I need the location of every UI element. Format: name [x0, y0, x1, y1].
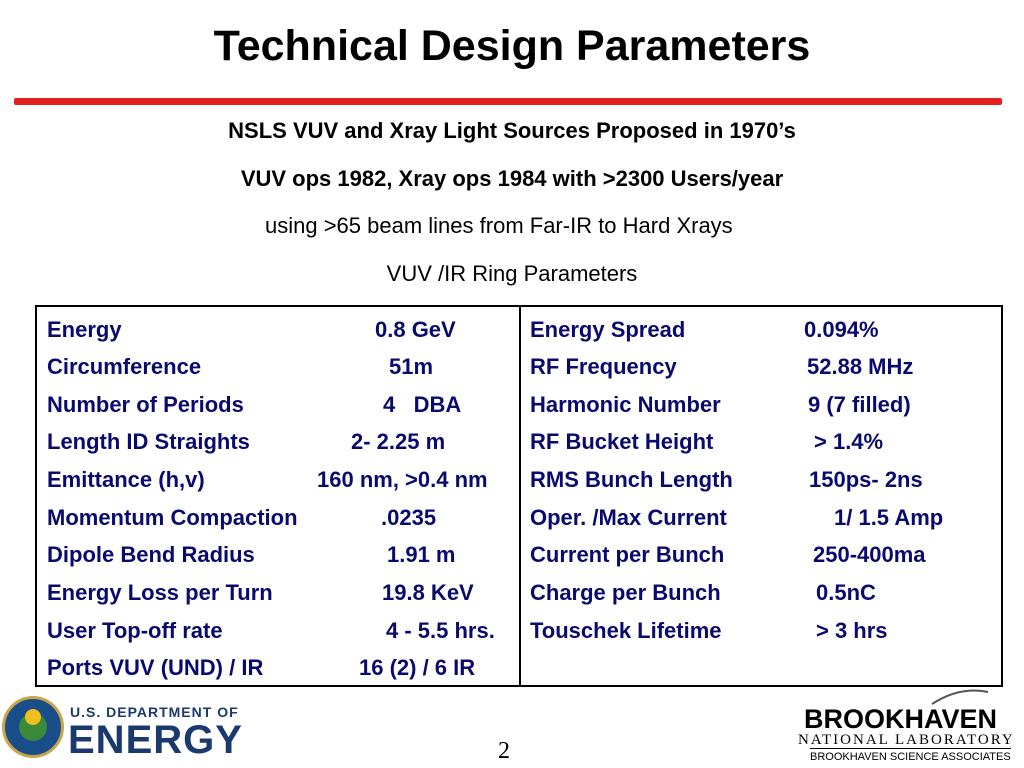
param-label: Number of Periods [47, 392, 244, 417]
param-label: Current per Bunch [530, 542, 725, 567]
param-row: User Top-off rate 4 - 5.5 hrs. [47, 618, 517, 650]
doe-logo-top-text: U.S. DEPARTMENT OF [70, 704, 239, 720]
title-divider [14, 98, 1002, 105]
param-row: Touschek Lifetime > 3 hrs [530, 618, 1000, 650]
param-value: > 3 hrs [816, 618, 888, 643]
page-number: 2 [498, 738, 510, 764]
param-label: RMS Bunch Length [530, 467, 733, 492]
param-label: Harmonic Number [530, 392, 721, 417]
param-row: RF Bucket Height > 1.4% [530, 429, 1000, 461]
param-row: Charge per Bunch 0.5nC [530, 580, 1000, 612]
param-label: RF Frequency [530, 354, 677, 379]
param-label: Circumference [47, 354, 202, 379]
param-value: 51m [389, 354, 434, 379]
bnl-logo-subtitle: NATIONAL LABORATORY [798, 732, 1015, 748]
param-label: Oper. /Max Current [530, 505, 727, 530]
param-row: Energy Spread 0.094% [530, 317, 1000, 349]
param-label: Dipole Bend Radius [47, 542, 255, 567]
param-value: 1.91 m [387, 542, 456, 567]
param-row: Emittance (h,v) 160 nm, >0.4 nm [47, 467, 517, 499]
param-value: 16 (2) / 6 IR [359, 655, 476, 680]
param-row: Circumference 51m [47, 354, 517, 386]
param-label: Emittance (h,v) [47, 467, 205, 492]
param-value: 4 DBA [383, 392, 462, 417]
param-value: 0.5nC [816, 580, 876, 605]
param-row: Harmonic Number 9 (7 filled) [530, 392, 1000, 424]
param-value: 0.094% [804, 317, 879, 342]
param-row: Ports VUV (UND) / IR 16 (2) / 6 IR [47, 655, 517, 687]
param-value: 52.88 MHz [807, 354, 914, 379]
bnl-swoosh-icon [931, 689, 989, 705]
doe-logo-main-text: ENERGY [68, 718, 243, 762]
subtitle-line-3: using >65 beam lines from Far-IR to Hard… [265, 213, 733, 238]
bnl-logo-name: BROOKHAVEN [804, 704, 998, 734]
param-label: Charge per Bunch [530, 580, 721, 605]
param-value: .0235 [381, 505, 437, 530]
param-label: Touschek Lifetime [530, 618, 722, 643]
param-label: Momentum Compaction [47, 505, 298, 530]
param-value: 1/ 1.5 Amp [834, 505, 944, 530]
param-label: Length ID Straights [47, 429, 250, 454]
param-value: 4 - 5.5 hrs. [386, 618, 495, 643]
param-value: > 1.4% [814, 429, 884, 454]
param-value: 150ps- 2ns [809, 467, 923, 492]
param-value: 250-400ma [813, 542, 926, 567]
param-row: Oper. /Max Current 1/ 1.5 Amp [530, 505, 1000, 537]
param-row: Dipole Bend Radius 1.91 m [47, 542, 517, 574]
bnl-logo-associates: BROOKHAVEN SCIENCE ASSOCIATES [810, 748, 1011, 763]
slide-title: Technical Design Parameters [213, 22, 811, 70]
param-row: RF Frequency 52.88 MHz [530, 354, 1000, 386]
param-value: 19.8 KeV [382, 580, 474, 605]
param-value: 160 nm, >0.4 nm [317, 467, 488, 492]
param-label: Energy Loss per Turn [47, 580, 273, 605]
param-row: Energy Loss per Turn 19.8 KeV [47, 580, 517, 612]
table-column-divider [519, 305, 521, 687]
doe-seal-icon [2, 696, 64, 758]
param-row: Energy 0.8 GeV [47, 317, 517, 349]
param-label: Energy Spread [530, 317, 686, 342]
param-label: Ports VUV (UND) / IR [47, 655, 264, 680]
param-row: Length ID Straights 2- 2.25 m [47, 429, 517, 461]
doe-logo: U.S. DEPARTMENT OF ENERGY [0, 692, 260, 768]
param-label: User Top-off rate [47, 618, 223, 643]
param-value: 0.8 GeV [375, 317, 456, 342]
param-value: 2- 2.25 m [351, 429, 446, 454]
param-row: RMS Bunch Length 150ps- 2ns [530, 467, 1000, 499]
subtitle-line-2: VUV ops 1982, Xray ops 1984 with >2300 U… [240, 166, 784, 191]
param-row: Momentum Compaction .0235 [47, 505, 517, 537]
param-row: Current per Bunch 250-400ma [530, 542, 1000, 574]
subtitle-line-1: NSLS VUV and Xray Light Sources Proposed… [228, 118, 796, 143]
param-value: 9 (7 filled) [808, 392, 911, 417]
table-heading: VUV /IR Ring Parameters [386, 261, 638, 286]
param-label: RF Bucket Height [530, 429, 714, 454]
param-label: Energy [47, 317, 122, 342]
param-row: Number of Periods 4 DBA [47, 392, 517, 424]
bnl-logo: BROOKHAVEN NATIONAL LABORATORY BROOKHAVE… [790, 688, 1020, 768]
